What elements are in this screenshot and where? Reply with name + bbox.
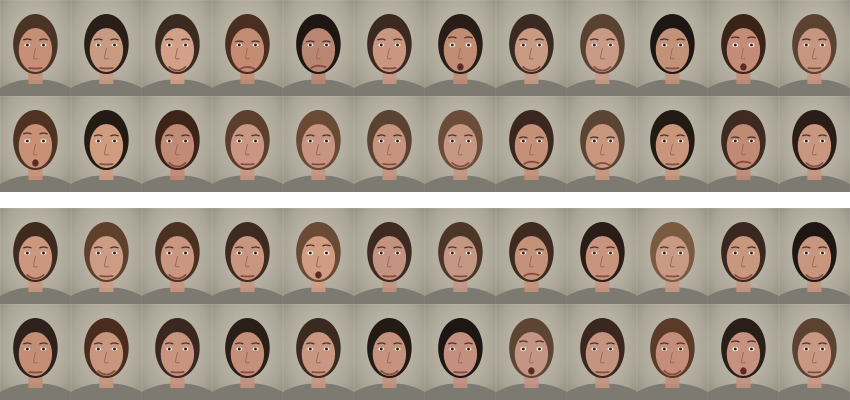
face-thumbnail bbox=[212, 0, 284, 96]
face-grid-bottom-panel bbox=[0, 208, 850, 400]
face-thumbnail bbox=[70, 304, 142, 400]
face-thumbnail bbox=[354, 96, 425, 192]
face-thumbnail bbox=[566, 0, 638, 96]
face-thumbnail bbox=[354, 304, 425, 400]
face-thumbnail bbox=[70, 0, 142, 96]
face-grid-top-panel bbox=[0, 0, 850, 192]
face-thumbnail bbox=[141, 304, 213, 400]
face-thumbnail bbox=[637, 208, 709, 304]
face-thumbnail bbox=[141, 0, 213, 96]
face-thumbnail bbox=[708, 96, 780, 192]
face-thumbnail bbox=[779, 0, 850, 96]
face-thumbnail bbox=[566, 208, 638, 304]
face-thumbnail bbox=[779, 208, 850, 304]
face-thumbnail bbox=[779, 304, 850, 400]
face-thumbnail bbox=[283, 208, 355, 304]
face-thumbnail bbox=[141, 208, 213, 304]
face-thumbnail bbox=[283, 0, 355, 96]
face-thumbnail bbox=[424, 0, 496, 96]
face-thumbnail bbox=[0, 96, 71, 192]
face-thumbnail bbox=[212, 304, 284, 400]
face-thumbnail bbox=[708, 304, 780, 400]
face-thumbnail bbox=[424, 304, 496, 400]
face-thumbnail bbox=[283, 304, 355, 400]
face-thumbnail bbox=[0, 208, 71, 304]
face-thumbnail bbox=[70, 208, 142, 304]
face-thumbnail bbox=[141, 96, 213, 192]
face-thumbnail bbox=[354, 208, 425, 304]
face-thumbnail bbox=[283, 96, 355, 192]
face-thumbnail bbox=[566, 304, 638, 400]
face-thumbnail bbox=[495, 208, 567, 304]
face-thumbnail bbox=[354, 0, 425, 96]
face-thumbnail bbox=[70, 96, 142, 192]
face-thumbnail bbox=[566, 96, 638, 192]
face-thumbnail bbox=[495, 0, 567, 96]
face-thumbnail bbox=[637, 0, 709, 96]
face-thumbnail bbox=[424, 96, 496, 192]
face-thumbnail bbox=[708, 208, 780, 304]
face-thumbnail bbox=[637, 304, 709, 400]
face-thumbnail bbox=[779, 96, 850, 192]
face-thumbnail bbox=[495, 96, 567, 192]
face-thumbnail bbox=[0, 0, 71, 96]
face-thumbnail bbox=[0, 304, 71, 400]
face-thumbnail bbox=[424, 208, 496, 304]
face-thumbnail bbox=[495, 304, 567, 400]
face-thumbnail bbox=[212, 208, 284, 304]
face-thumbnail bbox=[212, 96, 284, 192]
face-thumbnail bbox=[637, 96, 709, 192]
face-thumbnail bbox=[708, 0, 780, 96]
